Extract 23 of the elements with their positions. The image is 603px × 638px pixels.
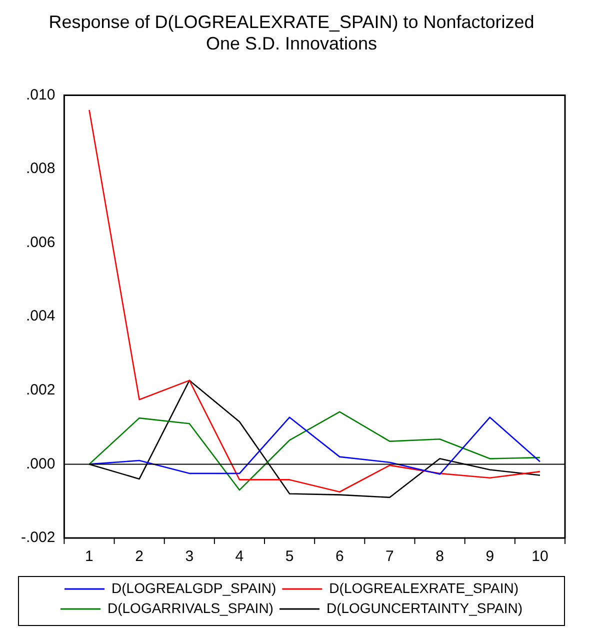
legend-label: D(LOGARRIVALS_SPAIN): [108, 600, 274, 616]
x-tick-label: 1: [85, 548, 94, 566]
x-tick-label: 6: [335, 548, 344, 566]
x-tick-label: 9: [486, 548, 494, 566]
x-tick-label: 8: [436, 548, 444, 566]
y-tick-label: .008: [26, 160, 56, 178]
x-tick-label: 3: [185, 548, 194, 566]
x-tick-label: 10: [532, 548, 548, 566]
x-tick-label: 2: [135, 548, 144, 566]
legend-label: D(LOGUNCERTAINTY_SPAIN): [326, 600, 522, 616]
legend-label: D(LOGREALEXRATE_SPAIN): [329, 580, 518, 596]
x-tick-label: 4: [235, 548, 244, 566]
text: One S.D. Innovations: [206, 33, 378, 54]
y-tick-label: .000: [26, 455, 56, 472]
y-tick-label: .006: [26, 234, 56, 251]
text: Response of D(LOGREALEXRATE_SPAIN) to Nonfactorized: [48, 12, 534, 32]
y-tick-label: .004: [26, 308, 56, 325]
x-tick-label: 7: [386, 548, 394, 566]
y-tick-label: .002: [26, 382, 56, 399]
y-tick-label: -.002: [20, 529, 56, 546]
y-tick-label: .010: [26, 86, 56, 104]
legend-label: D(LOGREALGDP_SPAIN): [112, 580, 276, 596]
x-tick-label: 5: [285, 548, 294, 566]
